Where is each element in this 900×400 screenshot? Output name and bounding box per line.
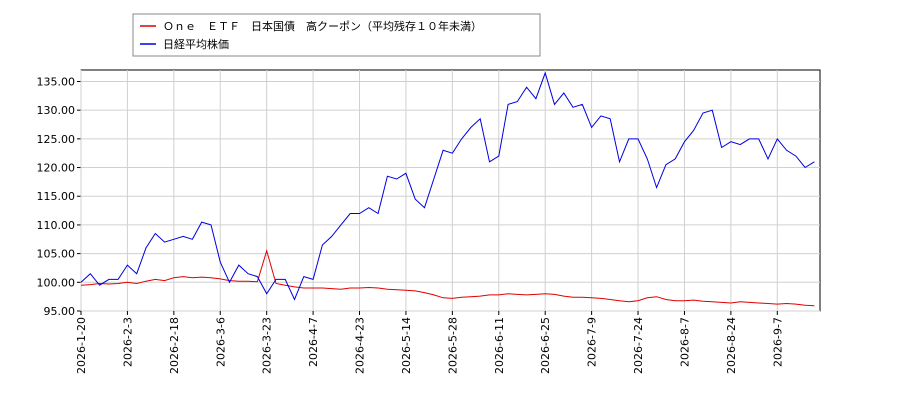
- legend-label: Ｏｎｅ ＥＴＦ 日本国債 高クーポン（平均残存１０年未満）: [163, 19, 482, 33]
- x-tick-label: 2026-1-20: [75, 317, 88, 374]
- x-tick-label: 2026-5-28: [446, 317, 459, 374]
- x-tick-label: 2026-4-23: [354, 317, 367, 374]
- x-tick-label: 2026-6-25: [539, 317, 552, 374]
- legend-label: 日経平均株価: [163, 37, 229, 51]
- y-tick-label: 125.00: [37, 133, 76, 146]
- y-tick-label: 135.00: [37, 75, 76, 88]
- x-tick-label: 2026-2-3: [121, 317, 134, 367]
- series-line: [80, 249, 815, 307]
- x-tick-label: 2026-8-24: [725, 317, 738, 374]
- y-tick-label: 115.00: [37, 190, 76, 203]
- plot-area: [80, 69, 821, 312]
- y-tick-label: 110.00: [37, 219, 76, 232]
- x-tick-label: 2026-3-23: [261, 317, 274, 374]
- x-tick-label: 2026-9-7: [771, 317, 784, 367]
- x-tick-label: 2026-7-9: [586, 317, 599, 367]
- x-tick-label: 2026-7-24: [632, 317, 645, 374]
- x-tick-label: 2026-2-18: [168, 317, 181, 374]
- y-tick-label: 105.00: [37, 248, 76, 261]
- x-tick-label: 2026-5-14: [400, 317, 413, 374]
- y-tick-label: 120.00: [37, 162, 76, 175]
- legend-box: [132, 13, 541, 57]
- x-tick-label: 2026-4-7: [307, 317, 320, 367]
- y-tick-label: 130.00: [37, 104, 76, 117]
- y-tick-label: 95.00: [44, 305, 76, 318]
- y-tick-label: 100.00: [37, 276, 76, 289]
- x-tick-label: 2026-6-11: [493, 317, 506, 374]
- series-line: [80, 71, 815, 301]
- x-tick-label: 2026-3-6: [214, 317, 227, 367]
- x-tick-label: 2026-8-7: [678, 317, 691, 367]
